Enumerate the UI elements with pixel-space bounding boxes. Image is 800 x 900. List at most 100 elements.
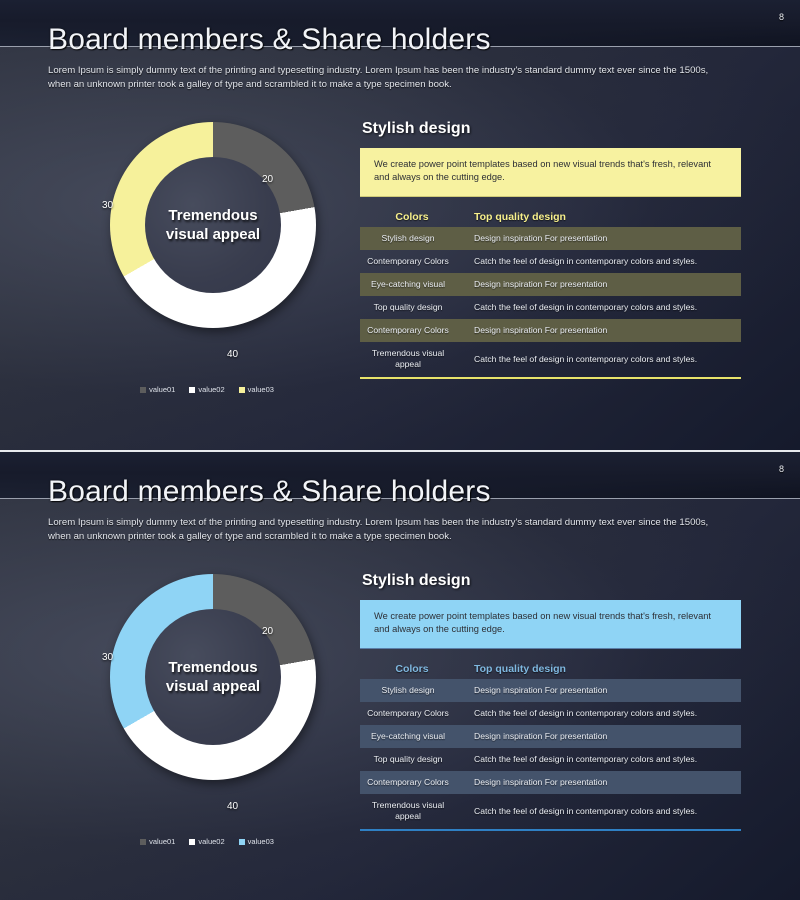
table-body: Stylish design Design inspiration For pre… (360, 679, 741, 828)
legend-item: value03 (238, 837, 274, 846)
slice-value-value02: 40 (227, 801, 239, 812)
legend-label: value01 (149, 837, 176, 846)
design-table: Colors Top quality design Stylish design De… (360, 660, 741, 828)
donut-ring: Tremendous visual appeal (110, 574, 316, 780)
table-row[interactable]: Top quality design Catch the feel of desi… (360, 296, 741, 319)
slice-value-value03: 30 (102, 200, 114, 211)
table-header-row: Colors Top quality design (360, 660, 741, 679)
cell-design: Design inspiration For presentation (464, 227, 741, 250)
donut-chart: Tremendous visual appeal 20 40 30 value01 valu… (62, 122, 352, 407)
cell-design: Design inspiration For presentation (464, 273, 741, 296)
donut-center-line1: Tremendous (168, 659, 258, 676)
donut-ring: Tremendous visual appeal (110, 122, 316, 328)
page-title: Board members & Share holders (48, 475, 491, 509)
legend-swatch-value03 (238, 838, 245, 845)
cell-design: Catch the feel of design in contemporary… (474, 805, 698, 816)
page-title: Board members & Share holders (48, 23, 491, 57)
legend-swatch-value03 (238, 386, 245, 393)
slide-description: Lorem Ipsum is simply dummy text of the … (48, 64, 709, 90)
table-bottom-rule (360, 377, 741, 379)
table-row[interactable]: Contemporary Colors Catch the feel of des… (360, 702, 741, 725)
cell-colors: Contemporary Colors (360, 771, 464, 794)
table-top-rule (360, 196, 741, 197)
cell-colors: Tremendous visual appeal (371, 348, 445, 369)
cell-colors: Top quality design (373, 754, 443, 764)
legend-label: value01 (149, 385, 176, 394)
table-top-rule (360, 648, 741, 649)
legend-item: value02 (189, 837, 225, 846)
info-panel: Stylish design We create power point temp… (360, 120, 742, 379)
cell-design: Catch the feel of design in contemporary… (474, 708, 698, 718)
legend-item: value03 (238, 385, 274, 394)
donut-center-line2: visual appeal (165, 678, 261, 695)
table-row[interactable]: Tremendous visual appeal Catch the feel o… (360, 794, 741, 828)
column-header-colors: Colors (395, 211, 429, 223)
info-panel: Stylish design We create power point temp… (360, 572, 742, 831)
slide-header: Board members & Share holders 8 (0, 0, 800, 56)
cell-design: Catch the feel of design in contemporary… (474, 256, 698, 266)
table-row[interactable]: Eye-catching visual Design inspiration Fo… (360, 725, 741, 748)
table-row[interactable]: Stylish design Design inspiration For pre… (360, 679, 741, 702)
table-row[interactable]: Top quality design Catch the feel of desi… (360, 748, 741, 771)
table-row[interactable]: Tremendous visual appeal Catch the feel o… (360, 342, 741, 376)
cell-design: Catch the feel of design in contemporary… (474, 302, 698, 312)
table-body: Stylish design Design inspiration For pre… (360, 227, 741, 376)
donut-center-line2: visual appeal (165, 226, 261, 243)
legend-label: value02 (198, 385, 225, 394)
donut-center-line1: Tremendous (168, 207, 258, 224)
cell-colors: Tremendous visual appeal (371, 800, 445, 821)
cell-design: Design inspiration For presentation (464, 725, 741, 748)
page-number: 8 (778, 464, 784, 474)
slice-value-value01: 20 (262, 626, 274, 637)
cell-colors: Contemporary Colors (360, 319, 464, 342)
cell-colors: Contemporary Colors (367, 256, 449, 266)
panel-heading: Stylish design (362, 120, 471, 137)
legend-label: value03 (247, 837, 274, 846)
design-table: Colors Top quality design Stylish design De… (360, 208, 741, 376)
table-row[interactable]: Contemporary Colors Catch the feel of des… (360, 250, 741, 273)
cell-colors: Stylish design (360, 227, 464, 250)
slide-header: Board members & Share holders 8 (0, 452, 800, 508)
column-header-colors: Colors (395, 663, 429, 675)
legend-swatch-value02 (189, 838, 196, 845)
legend-swatch-value02 (189, 386, 196, 393)
column-header-design: Top quality design (474, 211, 566, 223)
table-row[interactable]: Stylish design Design inspiration For pre… (360, 227, 741, 250)
legend-label: value03 (247, 385, 274, 394)
cell-colors: Stylish design (360, 679, 464, 702)
table-head: Colors Top quality design (360, 208, 741, 227)
table-row[interactable]: Contemporary Colors Design inspiration Fo… (360, 771, 741, 794)
table-bottom-rule (360, 829, 741, 831)
table-header-row: Colors Top quality design (360, 208, 741, 227)
slice-value-value01: 20 (262, 174, 274, 185)
chart-legend: value01 value02 value03 (62, 837, 352, 846)
chart-legend: value01 value02 value03 (62, 385, 352, 394)
cell-design: Catch the feel of design in contemporary… (474, 754, 698, 764)
callout-box: We create power point templates based on… (360, 148, 741, 196)
table-row[interactable]: Contemporary Colors Design inspiration Fo… (360, 319, 741, 342)
legend-item: value01 (140, 837, 175, 846)
donut-hole (145, 609, 281, 745)
cell-colors: Top quality design (373, 302, 443, 312)
table-row[interactable]: Eye-catching visual Design inspiration Fo… (360, 273, 741, 296)
legend-item: value01 (140, 385, 175, 394)
legend-swatch-value01 (140, 386, 147, 393)
legend-label: value02 (198, 837, 225, 846)
page-number: 8 (778, 12, 784, 22)
cell-colors: Eye-catching visual (360, 725, 464, 748)
legend-item: value02 (189, 385, 225, 394)
slide-1: Board members & Share holders 8 Lorem Ipsu… (0, 0, 800, 450)
slide-description: Lorem Ipsum is simply dummy text of the … (48, 516, 709, 542)
slide-2: Board members & Share holders 8 Lorem Ipsu… (0, 450, 800, 900)
donut-hole (145, 157, 281, 293)
callout-box: We create power point templates based on… (360, 600, 741, 648)
slice-value-value03: 30 (102, 652, 114, 663)
cell-design: Design inspiration For presentation (464, 319, 741, 342)
donut-chart: Tremendous visual appeal 20 40 30 value01 valu… (62, 574, 352, 859)
cell-design: Catch the feel of design in contemporary… (474, 353, 698, 364)
cell-colors: Eye-catching visual (360, 273, 464, 296)
legend-swatch-value01 (140, 838, 147, 845)
panel-heading: Stylish design (362, 572, 471, 589)
cell-colors: Contemporary Colors (367, 708, 449, 718)
